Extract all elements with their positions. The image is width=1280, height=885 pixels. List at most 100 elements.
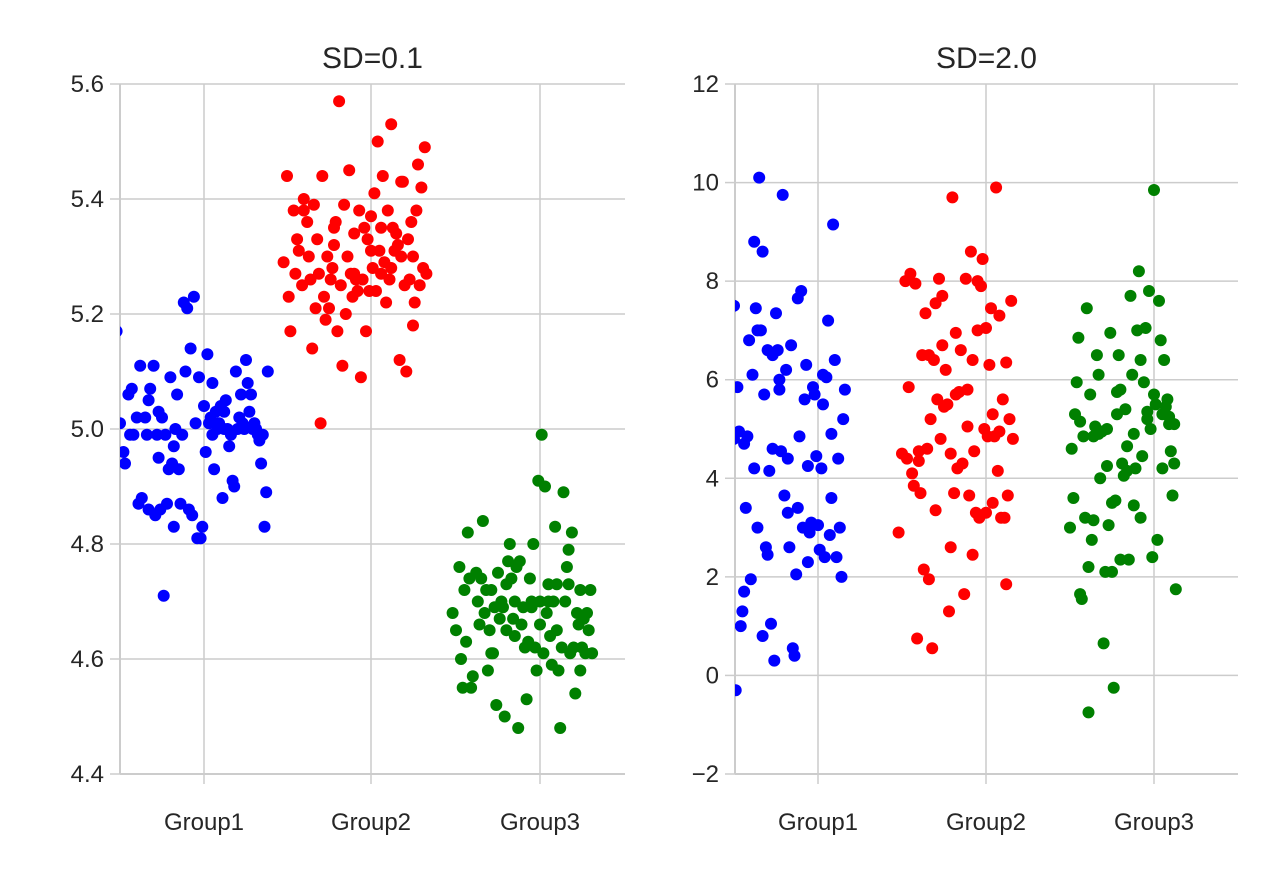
data-point-group3 (1077, 430, 1090, 443)
data-point-group3 (565, 526, 578, 539)
data-point-group2 (323, 302, 335, 315)
data-point-group1 (803, 526, 816, 539)
data-point-group2 (338, 198, 351, 211)
data-point-group2 (929, 504, 942, 517)
data-point-group3 (492, 566, 504, 579)
data-point-group1 (152, 451, 165, 464)
data-point-group3 (540, 607, 553, 619)
y-tick-label: 0 (706, 662, 719, 689)
data-point-group2 (993, 309, 1006, 322)
data-point-group1 (756, 245, 769, 258)
panel-sd-2-0: −2 0 2 4 6 8 10 12 Group1 Group2 Group3 SD=2.0 (692, 42, 1238, 836)
data-point-group1 (157, 589, 170, 602)
data-point-group1 (832, 452, 845, 465)
data-point-group3 (1092, 368, 1105, 381)
data-point-group2 (297, 204, 310, 217)
data-point-group1 (130, 411, 143, 424)
data-point-group3 (1136, 450, 1149, 463)
data-point-group1 (164, 371, 177, 384)
data-point-group2 (991, 464, 1004, 477)
data-point-group1 (736, 605, 749, 618)
data-point-group2 (922, 349, 935, 362)
data-point-group3 (527, 538, 540, 550)
data-point-group1 (135, 492, 148, 504)
data-point-group1 (817, 398, 829, 411)
data-point-group2 (1003, 413, 1016, 426)
panel-sd-0-1: 4.4 4.6 4.8 5.0 5.2 5.4 5.6 Group1 Group2 Group3 S… (71, 42, 625, 836)
data-point-group1 (208, 463, 221, 476)
data-point-group1 (790, 568, 803, 581)
data-point-group1 (151, 428, 163, 441)
data-point-group3 (537, 647, 550, 660)
data-point-group3 (1163, 410, 1176, 423)
data-point-group1 (801, 460, 814, 472)
data-point-group3 (534, 595, 546, 608)
data-point-group3 (1097, 637, 1110, 650)
data-point-group3 (586, 647, 599, 660)
data-point-group2 (368, 187, 381, 200)
data-point-group1 (120, 446, 130, 458)
data-point-group3 (1158, 354, 1171, 366)
data-point-group3 (507, 612, 520, 625)
data-point-group2 (922, 573, 935, 586)
data-point-group1 (124, 428, 137, 441)
data-point-group1 (260, 486, 273, 499)
data-point-group2 (926, 642, 939, 655)
data-point-group1 (120, 326, 123, 337)
data-point-group3 (503, 538, 516, 550)
data-point-group1 (751, 324, 764, 337)
data-point-group1 (199, 446, 212, 458)
data-point-group2 (418, 141, 431, 154)
data-point-group1 (258, 520, 271, 533)
data-point-group1 (751, 521, 764, 534)
data-point-group2 (420, 267, 433, 280)
data-point-group2 (934, 432, 947, 445)
data-point-group2 (301, 216, 314, 228)
data-point-group2 (348, 267, 361, 280)
data-point-group2 (375, 267, 388, 280)
data-point-group1 (194, 532, 207, 545)
data-point-group1 (770, 307, 782, 320)
x-tick-label: Group1 (778, 809, 858, 836)
data-point-group3 (574, 664, 587, 677)
data-point-group3 (485, 584, 498, 596)
data-point-group1 (738, 585, 751, 598)
data-point-group3 (465, 681, 478, 694)
data-point-group2 (284, 325, 297, 338)
data-point-group2 (331, 325, 344, 338)
data-point-group1 (793, 430, 806, 443)
data-point-group3 (1090, 349, 1103, 362)
data-point-group1 (167, 520, 180, 533)
data-point-group2 (289, 267, 302, 280)
data-point-group2 (1000, 356, 1013, 369)
data-point-group1 (763, 464, 776, 477)
data-point-group2 (400, 365, 413, 378)
data-point-group2 (319, 313, 332, 326)
data-point-group3 (1106, 496, 1118, 509)
data-point-group1 (827, 218, 840, 231)
data-point-group2 (408, 296, 421, 309)
data-point-group3 (1085, 533, 1098, 546)
data-point-group1 (798, 393, 811, 406)
data-point-group2 (986, 408, 999, 421)
data-point-group2 (909, 277, 922, 290)
data-point-group1 (781, 506, 794, 519)
data-point-group2 (282, 290, 295, 303)
data-point-group2 (946, 191, 959, 204)
data-point-group2 (402, 233, 414, 246)
data-point-group1 (186, 509, 199, 522)
data-point-group1 (835, 570, 848, 583)
data-point-group3 (1161, 393, 1174, 406)
data-point-group3 (485, 647, 498, 660)
data-point-group3 (1094, 472, 1107, 485)
data-point-group2 (919, 307, 932, 320)
data-point-group3 (562, 543, 575, 556)
data-point-group2 (370, 285, 382, 297)
data-point-group2 (971, 275, 984, 288)
data-point-group2 (956, 457, 969, 470)
data-point-group3 (1156, 462, 1169, 475)
data-point-group2 (328, 221, 340, 234)
data-point-group3 (559, 595, 572, 608)
data-point-group1 (223, 440, 236, 453)
